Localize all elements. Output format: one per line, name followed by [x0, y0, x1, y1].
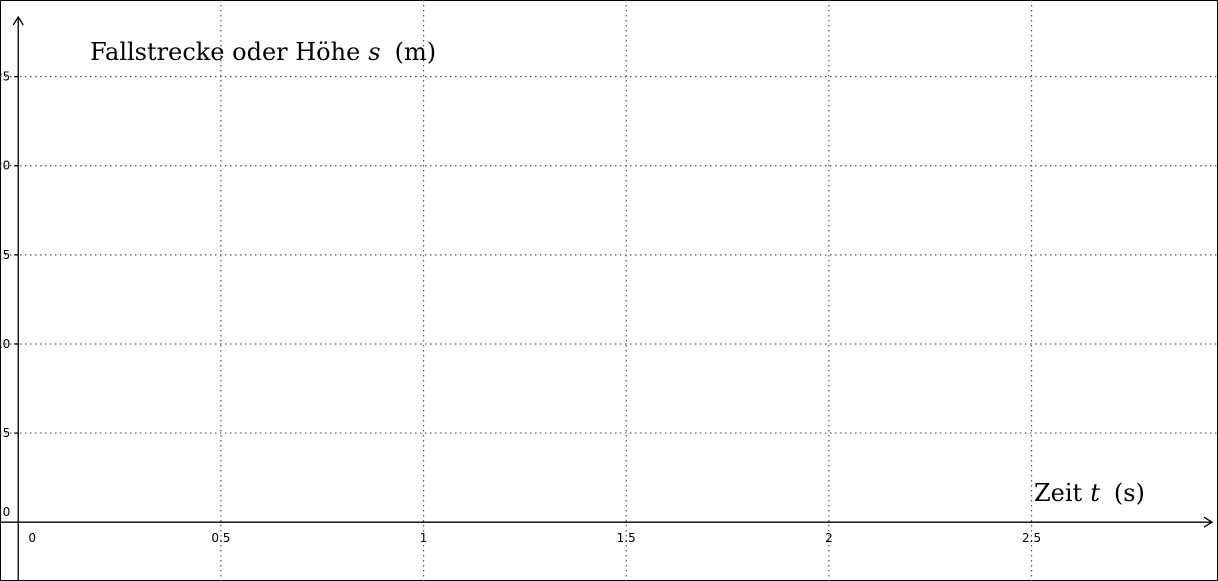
axes-layer [0, 15, 1214, 581]
y-tick-label: 20 [0, 159, 10, 173]
y-tick-label: 25 [0, 70, 10, 84]
y-axis-title-prefix: Fallstrecke oder Höhe [90, 38, 360, 66]
x-tick-label: 2.5 [1022, 531, 1041, 545]
y-axis-title-symbol: s [368, 38, 380, 66]
y-axis-title: Fallstrecke oder Höhe s (m) [90, 38, 436, 66]
y-tick-label: 0 [3, 505, 11, 519]
x-axis-arrow-icon [1203, 516, 1214, 528]
tick-label-layer: 0 0.5 1 1.5 2 2.5 0 5 10 15 20 25 [0, 70, 1041, 546]
y-tick-label: 5 [3, 426, 11, 440]
y-tick-label: 15 [0, 248, 10, 262]
x-tick-label: 1.5 [617, 531, 636, 545]
x-tick-label: 2 [825, 531, 833, 545]
x-axis-title-unit: (s) [1114, 479, 1145, 507]
y-axis-title-unit: (m) [395, 38, 436, 66]
x-tick-label: 1 [420, 531, 428, 545]
y-tick-label: 10 [0, 337, 10, 351]
x-axis-title-prefix: Zeit [1034, 479, 1083, 507]
x-axis-title: Zeit t (s) [1034, 479, 1145, 507]
x-tick-label: 0 [28, 531, 36, 545]
x-axis-title-symbol: t [1090, 479, 1100, 507]
x-tick-label: 0.5 [211, 531, 230, 545]
y-axis-arrow-icon [12, 15, 24, 26]
